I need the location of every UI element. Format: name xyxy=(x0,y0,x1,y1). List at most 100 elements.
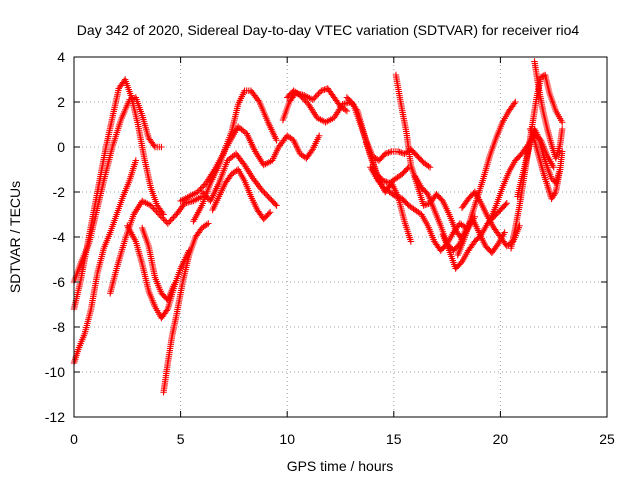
y-tick-label: -8 xyxy=(53,319,66,335)
data-point xyxy=(311,95,318,102)
data-point xyxy=(160,215,167,223)
chart-title: Day 342 of 2020, Sidereal Day-to-day VTE… xyxy=(77,22,580,38)
data-point xyxy=(512,98,519,106)
data-point xyxy=(559,119,566,126)
data-point xyxy=(426,164,434,171)
data-point xyxy=(157,212,164,220)
data-points xyxy=(70,58,566,396)
data-point xyxy=(201,191,208,199)
data-point xyxy=(550,164,557,171)
data-point xyxy=(273,137,280,144)
y-tick-label: -12 xyxy=(45,409,65,425)
data-point xyxy=(559,148,566,155)
data-point xyxy=(476,232,484,240)
x-axis-label: GPS time / hours xyxy=(287,458,394,474)
data-point xyxy=(266,209,274,216)
data-point xyxy=(438,196,445,203)
data-point xyxy=(559,125,566,133)
axes: 0 5 10 15 20 25 -12 -10 -8 -6 -4 -2 0 2 4 xyxy=(45,49,615,447)
y-axis-label: SDTVAR / TECUs xyxy=(7,181,23,293)
data-point xyxy=(163,307,170,314)
data-series xyxy=(160,220,212,396)
data-point xyxy=(171,281,178,288)
data-point xyxy=(265,210,273,217)
data-point xyxy=(423,189,430,197)
data-series xyxy=(454,98,519,259)
data-point xyxy=(501,229,508,236)
data-point xyxy=(204,194,211,202)
data-point xyxy=(457,259,464,267)
y-tick-label: -4 xyxy=(53,229,66,245)
data-point xyxy=(161,217,169,224)
data-point xyxy=(170,214,177,221)
y-tick-label: -10 xyxy=(45,364,65,380)
data-point xyxy=(315,132,323,139)
data-point xyxy=(308,147,315,154)
data-point xyxy=(258,186,265,193)
data-point xyxy=(158,143,165,151)
data-point xyxy=(265,194,272,201)
data-point xyxy=(301,96,308,103)
data-point xyxy=(511,100,518,107)
data-point xyxy=(200,190,207,197)
x-tick-label: 5 xyxy=(177,431,185,447)
data-point xyxy=(132,157,140,164)
data-series xyxy=(107,193,206,297)
data-series xyxy=(190,123,323,225)
data-point xyxy=(298,93,305,100)
data-point xyxy=(151,206,159,214)
data-series xyxy=(209,166,274,223)
data-point xyxy=(313,92,321,99)
data-point xyxy=(205,220,212,227)
data-point xyxy=(296,92,304,99)
data-point xyxy=(156,211,163,218)
data-point xyxy=(202,193,210,200)
y-tick-label: -2 xyxy=(53,184,66,200)
data-point xyxy=(150,205,157,212)
data-series xyxy=(70,94,165,286)
data-point xyxy=(494,242,501,249)
y-tick-label: 4 xyxy=(57,49,65,65)
data-series xyxy=(531,58,566,162)
y-tick-label: 2 xyxy=(57,94,65,110)
data-point xyxy=(343,107,351,115)
data-point xyxy=(200,182,207,190)
data-point xyxy=(167,217,174,224)
data-point xyxy=(348,99,356,107)
data-point xyxy=(158,214,166,221)
data-point xyxy=(195,187,203,194)
data-series xyxy=(124,222,193,322)
data-point xyxy=(502,201,509,208)
x-tick-label: 20 xyxy=(493,431,509,447)
data-series xyxy=(70,157,140,367)
data-point xyxy=(548,175,555,182)
data-point xyxy=(273,202,280,209)
data-point xyxy=(147,202,154,209)
data-point xyxy=(315,90,322,97)
y-tick-label: 0 xyxy=(57,139,65,155)
data-point xyxy=(168,215,176,223)
data-point xyxy=(312,93,319,100)
x-tick-label: 0 xyxy=(70,431,78,447)
data-point xyxy=(198,188,206,196)
x-tick-label: 15 xyxy=(386,431,402,447)
data-point xyxy=(264,192,271,199)
x-tick-label: 10 xyxy=(279,431,295,447)
data-point xyxy=(150,142,158,149)
data-series xyxy=(527,125,566,202)
data-series xyxy=(139,224,178,304)
data-point xyxy=(262,191,270,198)
data-point xyxy=(309,96,316,103)
data-point xyxy=(197,185,204,193)
y-tick-label: -6 xyxy=(53,274,66,290)
data-series xyxy=(367,164,470,254)
data-point xyxy=(302,98,309,105)
data-point xyxy=(259,188,267,195)
data-point xyxy=(164,220,172,227)
data-point xyxy=(299,95,307,102)
data-point xyxy=(407,238,415,245)
data-point xyxy=(148,203,156,211)
data-point xyxy=(153,208,160,215)
